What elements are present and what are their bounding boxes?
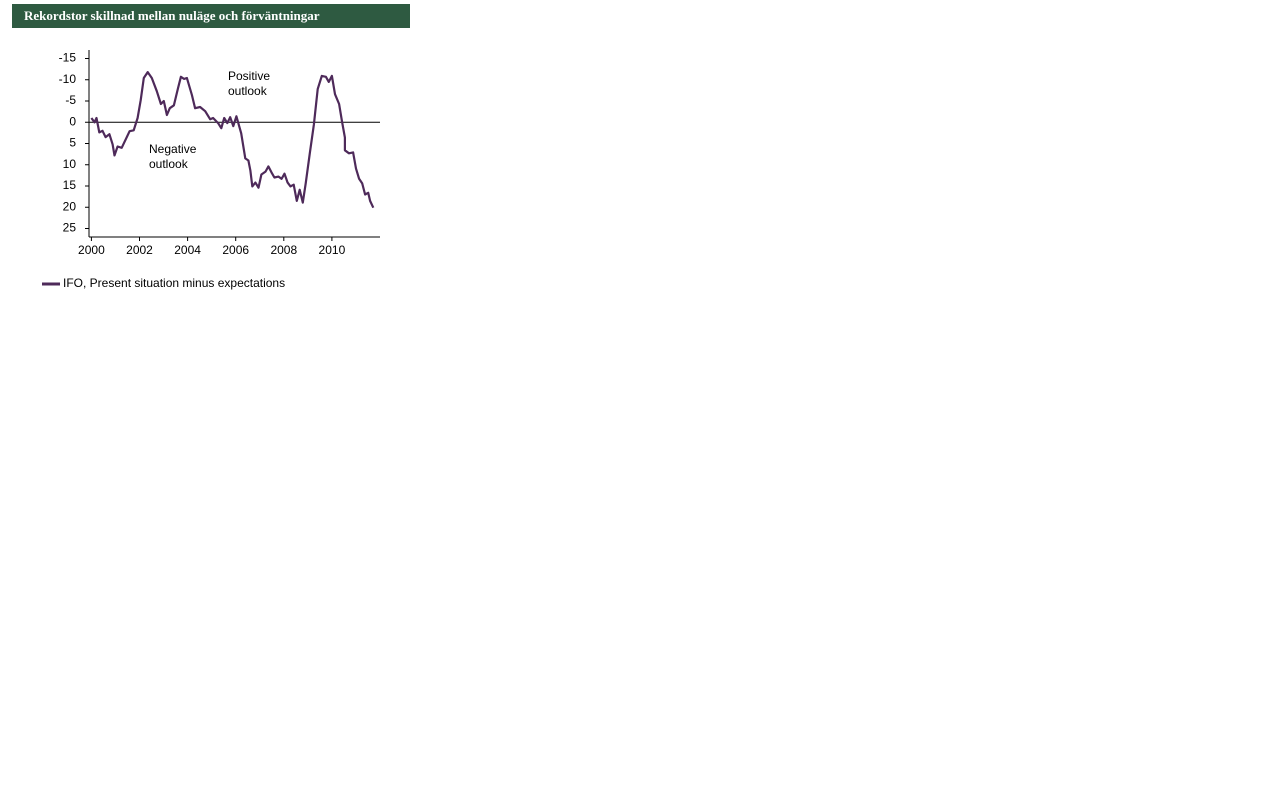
- y-tick-label: 5: [69, 136, 76, 150]
- annotation: Negative: [149, 142, 197, 156]
- y-tick-label: -15: [59, 51, 77, 65]
- chart-title: Rekordstor skillnad mellan nuläge och fö…: [12, 4, 410, 28]
- y-tick-label: -5: [65, 93, 76, 107]
- annotation: Positive: [228, 69, 270, 83]
- x-tick-label: 2000: [78, 243, 105, 257]
- x-tick-label: 2010: [319, 243, 346, 257]
- y-tick-label: 15: [63, 178, 77, 192]
- x-tick-label: 2002: [126, 243, 153, 257]
- y-tick-label: -10: [59, 72, 77, 86]
- line: [90, 71, 375, 209]
- y-tick-label: 10: [63, 157, 77, 171]
- x-tick-label: 2004: [174, 243, 201, 257]
- annotation: outlook: [149, 157, 189, 171]
- x-tick-label: 2006: [222, 243, 249, 257]
- y-tick-label: 0: [69, 114, 76, 128]
- legend-label: IFO, Present situation minus expectation…: [63, 276, 285, 290]
- annotation: outlook: [228, 84, 268, 98]
- y-tick-label: 20: [63, 199, 77, 213]
- y-tick-label: 25: [63, 221, 77, 235]
- x-tick-label: 2008: [270, 243, 297, 257]
